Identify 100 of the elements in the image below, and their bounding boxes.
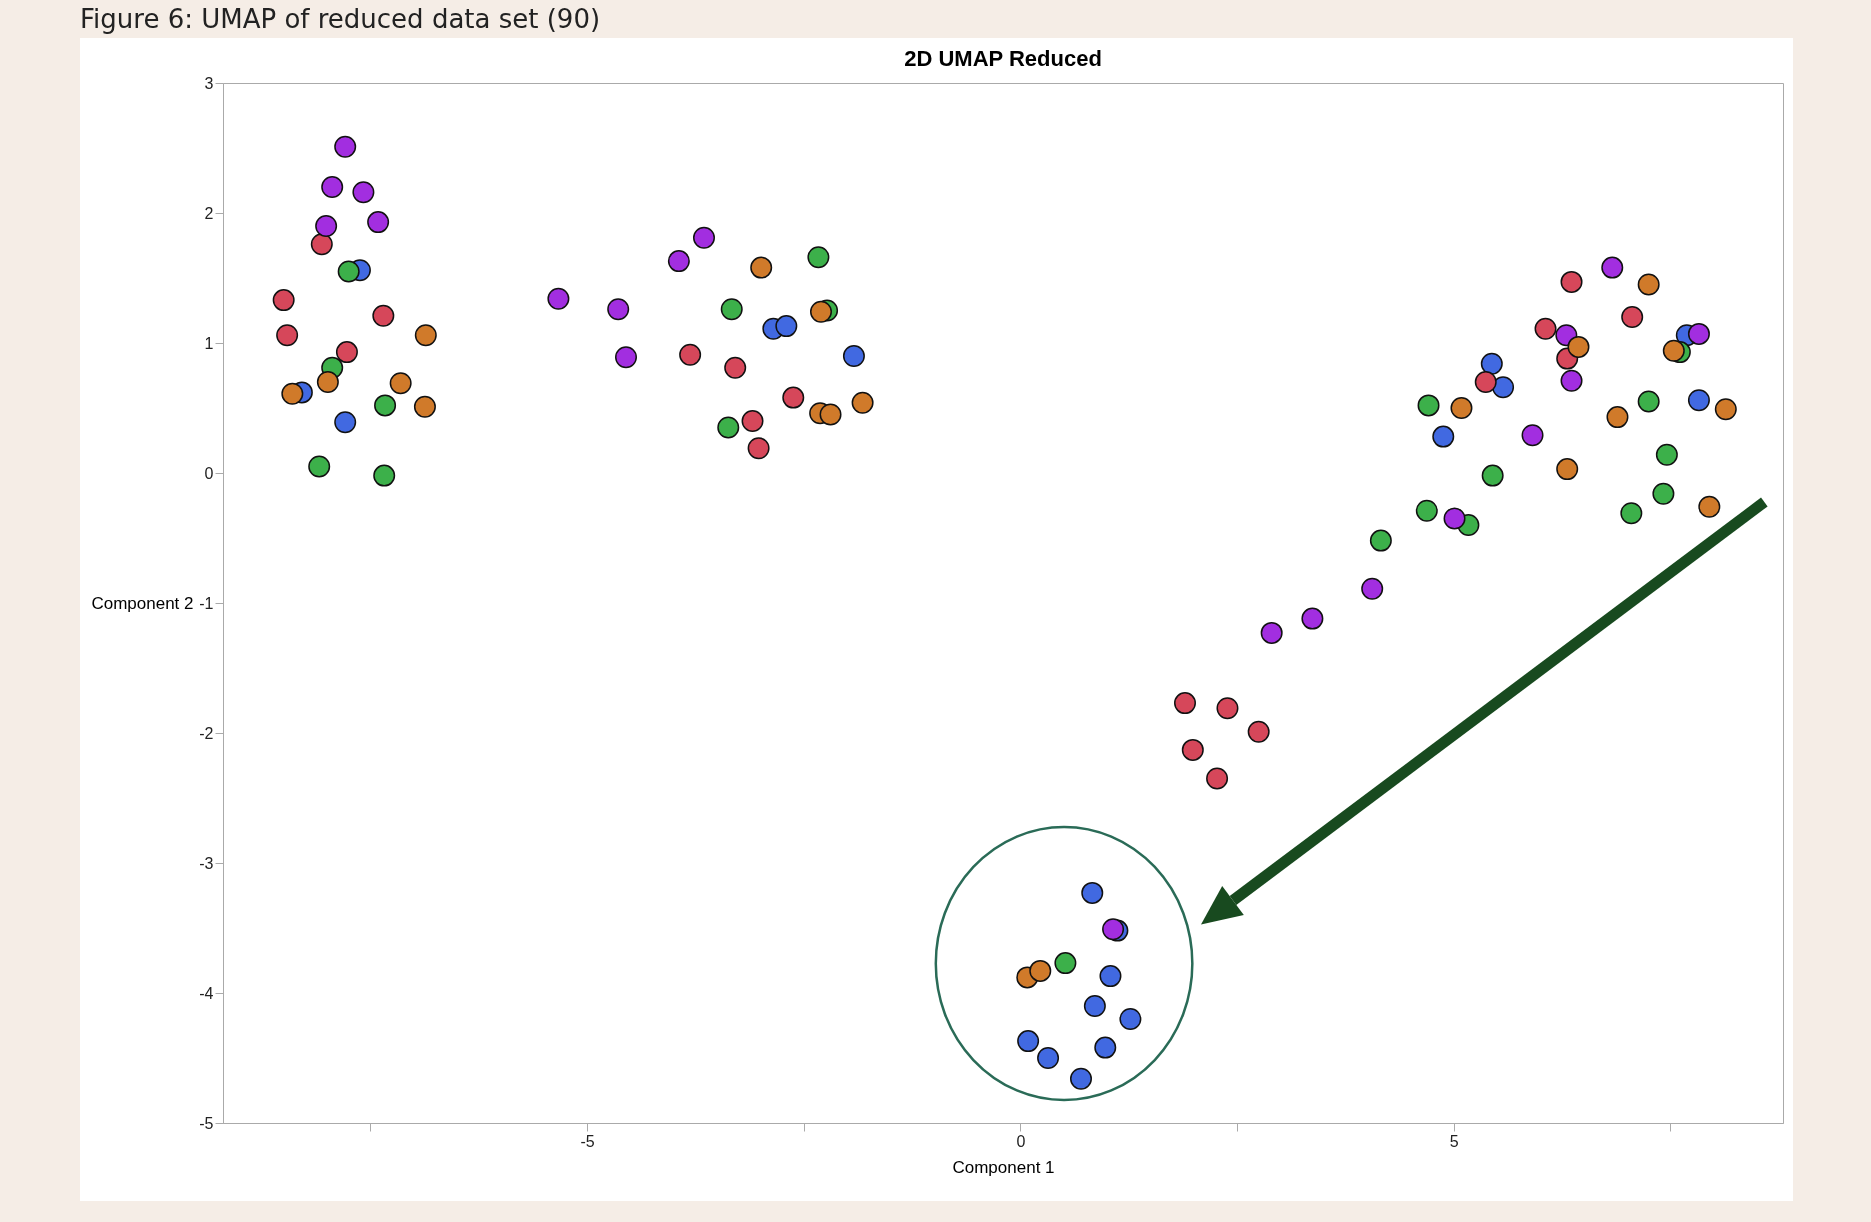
point [1216, 697, 1239, 720]
point [720, 298, 743, 321]
point [1081, 881, 1104, 904]
point [321, 176, 344, 198]
point [281, 382, 304, 405]
point [372, 304, 395, 327]
point [1714, 398, 1737, 421]
point [1247, 720, 1270, 743]
point [741, 410, 764, 432]
point [1369, 529, 1392, 552]
point [1029, 959, 1052, 982]
point [842, 345, 865, 367]
point [337, 260, 360, 283]
y-tick-label: 0 [204, 464, 214, 482]
point [272, 289, 295, 312]
point [334, 411, 357, 434]
point [724, 356, 747, 379]
point [667, 250, 690, 273]
point [1560, 270, 1583, 293]
point [1687, 322, 1710, 345]
point [807, 246, 830, 269]
point [1637, 273, 1660, 296]
y-tick-label: -3 [199, 854, 214, 872]
point [693, 226, 715, 249]
point [1443, 507, 1466, 530]
point [1662, 339, 1685, 362]
point [1601, 256, 1624, 279]
point [1492, 376, 1515, 399]
point [810, 300, 832, 323]
point [819, 403, 842, 426]
y-tick-label: -5 [199, 1114, 214, 1132]
chart-title: 2D UMAP Reduced [904, 46, 1102, 71]
point [335, 341, 358, 364]
point [1174, 692, 1196, 715]
point [1474, 371, 1497, 393]
point [1655, 443, 1678, 466]
point [414, 324, 437, 347]
y-tick-label: 2 [204, 204, 214, 222]
point [1415, 499, 1438, 522]
point [1181, 738, 1204, 761]
point [1620, 502, 1643, 525]
point [373, 464, 396, 487]
point [1417, 394, 1440, 417]
x-tick-label: 5 [1449, 1132, 1459, 1150]
point [316, 371, 339, 393]
x-tick-label: -5 [580, 1132, 595, 1150]
point [1698, 495, 1721, 518]
x-tick-label: 0 [1016, 1132, 1026, 1150]
point [1054, 952, 1077, 975]
y-tick-label: -2 [199, 724, 214, 742]
x-axis-title: Component 1 [952, 1157, 1055, 1177]
point [747, 437, 770, 460]
point [1099, 965, 1122, 988]
point [615, 346, 637, 369]
point [1521, 424, 1544, 447]
point [1432, 425, 1455, 448]
point [315, 215, 338, 237]
y-tick-label: 1 [204, 334, 214, 352]
point [1637, 390, 1660, 413]
y-axis-title: Component 2 [91, 593, 194, 613]
point [334, 135, 357, 158]
point [389, 372, 412, 395]
point [367, 211, 390, 234]
point [1017, 1030, 1040, 1053]
point [374, 394, 397, 417]
point [1621, 306, 1644, 328]
point [1119, 1008, 1142, 1030]
point [782, 386, 805, 409]
point [1450, 397, 1473, 419]
point [1361, 577, 1384, 600]
point [679, 343, 702, 366]
point [276, 324, 299, 347]
point [1481, 464, 1504, 487]
y-tick-label: 3 [204, 74, 214, 92]
y-tick-label: -1 [199, 594, 214, 612]
point [1556, 458, 1579, 481]
point [1260, 621, 1283, 644]
point [1567, 335, 1590, 358]
point [851, 391, 874, 414]
point [717, 416, 740, 439]
point [1070, 1067, 1092, 1090]
point [1687, 389, 1710, 412]
point [1560, 369, 1583, 392]
y-tick-label: -4 [199, 984, 214, 1002]
point [775, 315, 798, 338]
point [1652, 482, 1675, 505]
point [547, 287, 570, 310]
caption: Figure 6: UMAP of reduced data set (90) [79, 3, 602, 36]
point [1083, 995, 1106, 1017]
point [308, 455, 331, 478]
point [1206, 767, 1229, 790]
point [1534, 317, 1557, 340]
point [1480, 352, 1503, 375]
point [1094, 1036, 1117, 1059]
point [352, 181, 375, 204]
point [750, 256, 773, 279]
point [607, 298, 630, 321]
point [310, 233, 333, 256]
point [413, 395, 436, 418]
point [1606, 406, 1629, 429]
